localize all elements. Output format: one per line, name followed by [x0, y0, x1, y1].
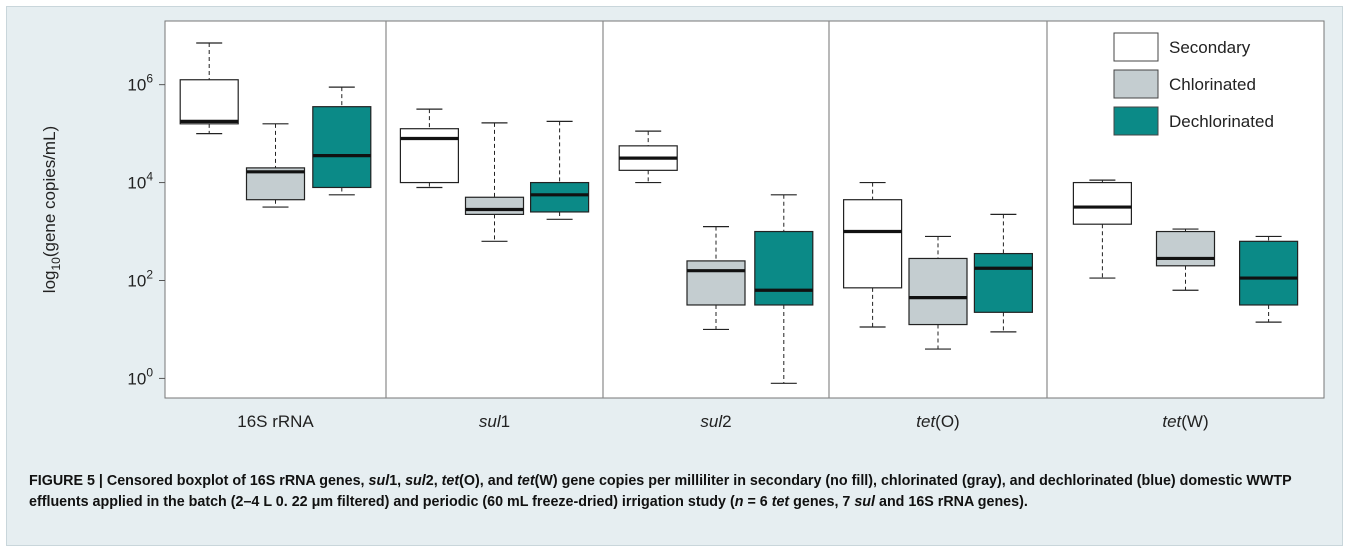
box [973, 252, 1034, 313]
figure-caption: FIGURE 5 | Censored boxplot of 16S rRNA … [29, 471, 1329, 513]
caption-text: = 6 [743, 494, 772, 510]
box [1238, 240, 1299, 306]
legend-swatch [1113, 69, 1159, 99]
box [399, 128, 459, 184]
figure-panel: 100 102 104 106 log10(gene copies/mL) 16S rRN… [6, 6, 1343, 546]
y-tick-label: 100 [127, 365, 153, 388]
category-label: tet(O) [916, 412, 959, 431]
box [464, 196, 525, 215]
caption-gene-sul2: sul [405, 473, 426, 489]
box [686, 260, 746, 306]
category-label: 16S rRNA [237, 412, 314, 431]
box [1072, 181, 1133, 225]
category-label: sul1 [479, 412, 510, 431]
caption-text: and 16S rRNA genes). [875, 494, 1028, 510]
caption-text: genes, 7 [789, 494, 855, 510]
legend-label: Chlorinated [1169, 75, 1256, 94]
caption-n: n [734, 494, 744, 510]
box [1155, 230, 1216, 267]
caption-gene-sul1: sul [368, 473, 390, 489]
caption-text: 1, [389, 473, 406, 489]
legend-swatch [1113, 32, 1159, 62]
box [842, 199, 903, 289]
box [754, 230, 814, 306]
caption-gene-sul: sul [854, 494, 876, 510]
category-label: sul2 [700, 412, 731, 431]
caption-lead: FIGURE 5 | Censored boxplot of 16S rRNA … [29, 473, 369, 489]
y-tick-label: 106 [127, 72, 153, 95]
y-tick-label: 102 [127, 267, 153, 290]
caption-text: (O), and [459, 473, 518, 489]
boxplot-chart: 100 102 104 106 log10(gene copies/mL) 16S rRN… [40, 20, 1325, 431]
legend-label: Secondary [1169, 38, 1251, 57]
legend-swatch [1113, 106, 1159, 136]
caption-gene-teto: tet [441, 473, 460, 489]
caption-gene-tet: tet [771, 494, 790, 510]
caption-text: 2, [425, 473, 442, 489]
category-label: tet(W) [1162, 412, 1208, 431]
box [312, 106, 372, 189]
box [908, 257, 968, 326]
box [179, 79, 239, 125]
legend-label: Dechlorinated [1169, 112, 1274, 131]
box [529, 181, 590, 213]
y-axis-label: log10(gene copies/mL) [40, 126, 63, 293]
caption-gene-tetw: tet [517, 473, 535, 489]
y-tick-label: 104 [127, 170, 153, 193]
caption-text: (W) gene copies per milliliter in second… [29, 473, 1292, 510]
